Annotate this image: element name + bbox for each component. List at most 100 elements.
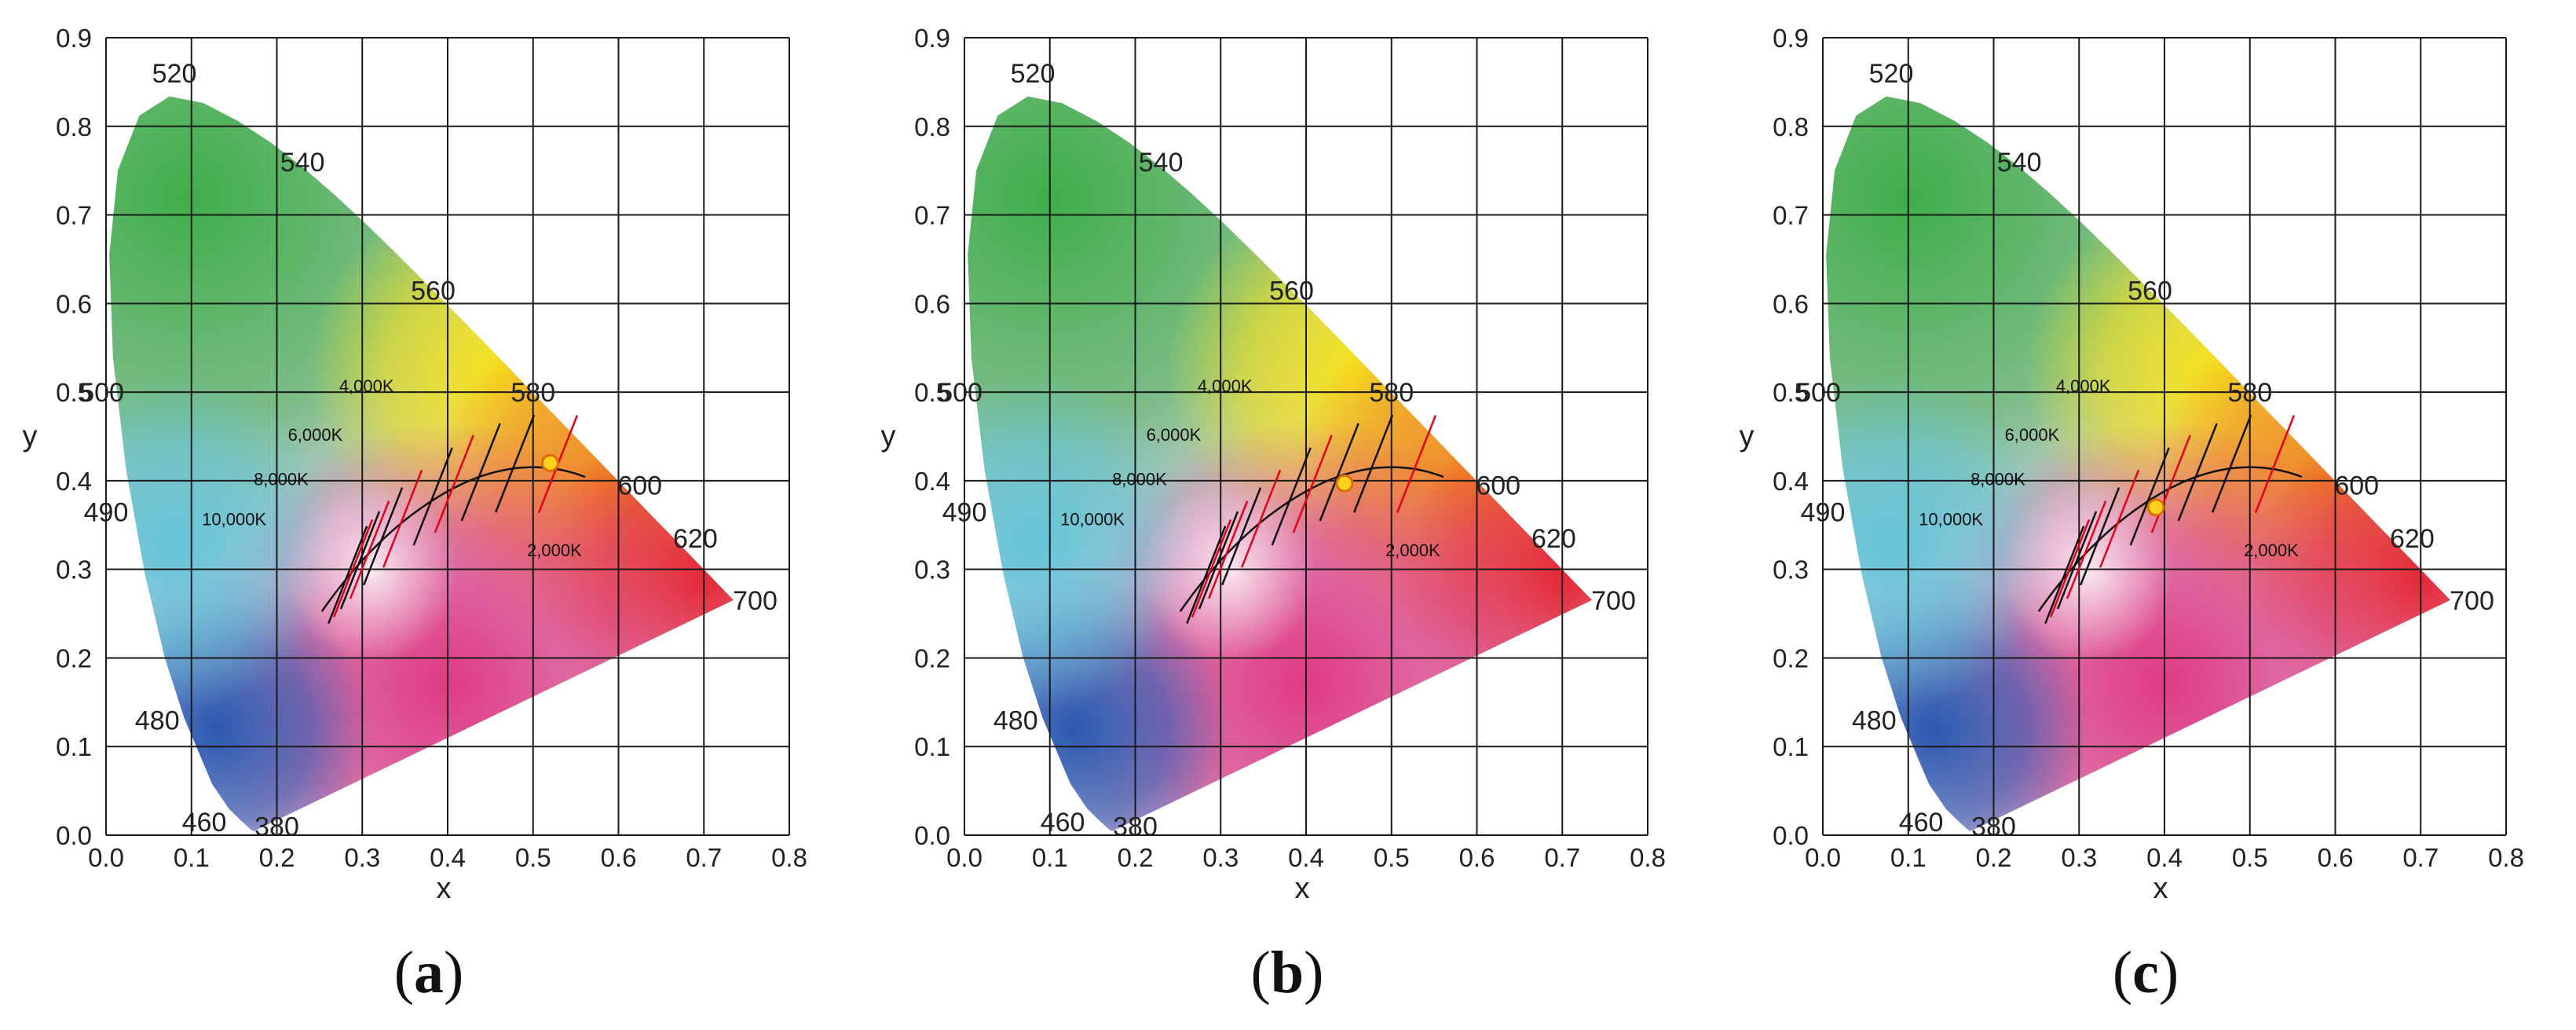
- isotherm-line: [332, 519, 374, 618]
- x-axis-label: x: [1295, 872, 1310, 904]
- wavelength-label: 600: [2334, 471, 2379, 501]
- isotherm-line: [2056, 511, 2098, 610]
- wavelength-label: 580: [2227, 378, 2272, 408]
- y-tick-label: 0.7: [914, 201, 950, 230]
- cct-label: 6,000K: [1147, 425, 1202, 445]
- y-tick-label: 0.1: [1773, 732, 1809, 761]
- chart-panel-a: 0.0 0.1 0.2 0.3 0.4 0.5 0.6 0.7 0.8 0.0 0.1 0.2 0.3 0…: [0, 0, 858, 1030]
- isotherm-line: [349, 500, 390, 599]
- y-tick-label: 0.1: [56, 732, 92, 761]
- x-tick-label: 0.7: [1544, 843, 1580, 872]
- x-tick-label: 0.3: [344, 843, 380, 872]
- chromaticity-chart: 0.0 0.1 0.2 0.3 0.4 0.5 0.6 0.7 0.8 0.0 0.1 0.2 0.3 0…: [881, 24, 1666, 904]
- cct-label: 8,000K: [1112, 470, 1167, 489]
- wavelength-label: 380: [1971, 812, 2016, 842]
- cct-label: 2,000K: [1385, 541, 1440, 560]
- isotherm-line: [460, 423, 501, 522]
- wavelength-label: 520: [152, 59, 197, 89]
- y-tick-label: 0.2: [914, 643, 950, 673]
- y-tick-label: 0.5: [1773, 378, 1809, 407]
- y-tick-label: 0.1: [914, 732, 950, 761]
- isotherm-line: [412, 447, 453, 546]
- x-tick-label: 0.8: [771, 843, 807, 872]
- isotherm-line: [2177, 423, 2218, 522]
- y-tick-label: 0.3: [56, 555, 92, 585]
- isotherm-line: [2150, 434, 2191, 533]
- x-tick-label: 0.3: [1202, 843, 1239, 872]
- wavelength-label: 460: [1041, 808, 1085, 838]
- x-tick-label: 0.0: [946, 843, 982, 872]
- x-tick-label: 0.0: [88, 843, 124, 872]
- isotherm-line: [1221, 487, 1262, 586]
- x-tick-label: 0.4: [2146, 843, 2183, 872]
- chromaticity-fill: [109, 96, 734, 831]
- y-tick-label: 0.6: [1773, 289, 1809, 318]
- isotherm-line: [2098, 469, 2140, 568]
- panel-caption: (c): [2112, 940, 2179, 1006]
- wavelength-label: 540: [1997, 148, 2042, 178]
- chart-panel-b: 0.0 0.1 0.2 0.3 0.4 0.5 0.6 0.7 0.8 0.0 0.1 0.2 0.3 0…: [858, 0, 1717, 1030]
- cct-label: 10,000K: [1060, 509, 1125, 529]
- chromaticity-chart: 0.0 0.1 0.2 0.3 0.4 0.5 0.6 0.7 0.8 0.0 0.1 0.2 0.3 0…: [23, 24, 807, 904]
- wavelength-label: 500: [1796, 378, 1841, 408]
- y-tick-label: 0.2: [56, 643, 92, 673]
- x-tick-label: 0.7: [2402, 843, 2439, 872]
- x-tick-label: 0.1: [174, 843, 210, 872]
- wavelength-label: 600: [617, 471, 662, 501]
- isotherm-line: [1198, 511, 1239, 610]
- y-tick-label: 0.0: [1773, 821, 1809, 850]
- wavelength-label: 540: [280, 148, 325, 178]
- grid: [1822, 37, 2507, 836]
- isotherm-line: [1319, 423, 1359, 522]
- isotherm-line: [1292, 434, 1333, 533]
- cct-label: 8,000K: [254, 470, 309, 489]
- cct-label: 8,000K: [1970, 470, 2025, 489]
- x-tick-label: 0.5: [2232, 843, 2268, 872]
- x-tick-label: 0.6: [1459, 843, 1495, 872]
- cct-label: 4,000K: [1198, 376, 1253, 396]
- y-tick-label: 0.6: [56, 289, 92, 318]
- cct-label: 6,000K: [288, 425, 343, 445]
- wavelength-label: 520: [1011, 59, 1056, 89]
- wavelength-label: 380: [1113, 812, 1158, 842]
- y-tick-label: 0.7: [1773, 201, 1809, 230]
- y-tick-label: 0.4: [914, 467, 950, 496]
- x-tick-label: 0.5: [1374, 843, 1410, 872]
- isotherm-line: [363, 487, 404, 586]
- x-tick-label: 0.2: [259, 843, 295, 872]
- wavelength-label: 380: [254, 812, 299, 842]
- x-tick-label: 0.1: [1032, 843, 1068, 872]
- chromaticity-point: [2146, 498, 2165, 517]
- y-tick-label: 0.2: [1773, 643, 1809, 673]
- wavelength-label: 700: [2450, 586, 2494, 616]
- y-tick-label: 0.4: [56, 467, 92, 496]
- isotherm-line: [434, 434, 474, 533]
- grid: [964, 37, 1648, 836]
- cct-label: 2,000K: [2244, 541, 2299, 560]
- wavelength-label: 520: [1869, 59, 1914, 89]
- wavelength-label: 480: [1852, 706, 1897, 735]
- y-tick-label: 0.8: [1773, 112, 1809, 141]
- wavelength-label: 580: [1369, 378, 1414, 408]
- y-tick-label: 0.0: [56, 821, 92, 850]
- chromaticity-point: [1335, 474, 1354, 493]
- y-tick-label: 0.7: [56, 201, 92, 230]
- x-axis-label: x: [437, 872, 452, 904]
- chromaticity-fill: [968, 96, 1592, 831]
- y-axis-label: y: [1740, 420, 1755, 453]
- x-tick-label: 0.2: [1118, 843, 1154, 872]
- panel-caption: (b): [1250, 940, 1324, 1006]
- cct-label: 2,000K: [527, 541, 582, 560]
- wavelength-label: 490: [1801, 497, 1846, 527]
- wavelength-label: 490: [84, 497, 129, 527]
- isotherm-line: [2254, 415, 2296, 514]
- wavelength-label: 490: [942, 497, 987, 527]
- isotherm-line: [2066, 500, 2107, 599]
- chart-panel-c: 0.0 0.1 0.2 0.3 0.4 0.5 0.6 0.7 0.8 0.0 0.1 0.2 0.3 0…: [1717, 0, 2575, 1030]
- cct-label: 10,000K: [1919, 509, 1983, 529]
- isotherm-line: [1191, 519, 1232, 618]
- x-tick-label: 0.3: [2061, 843, 2097, 872]
- y-tick-label: 0.8: [914, 112, 950, 141]
- isotherm-line: [382, 469, 423, 568]
- isotherm-line: [1207, 500, 1249, 599]
